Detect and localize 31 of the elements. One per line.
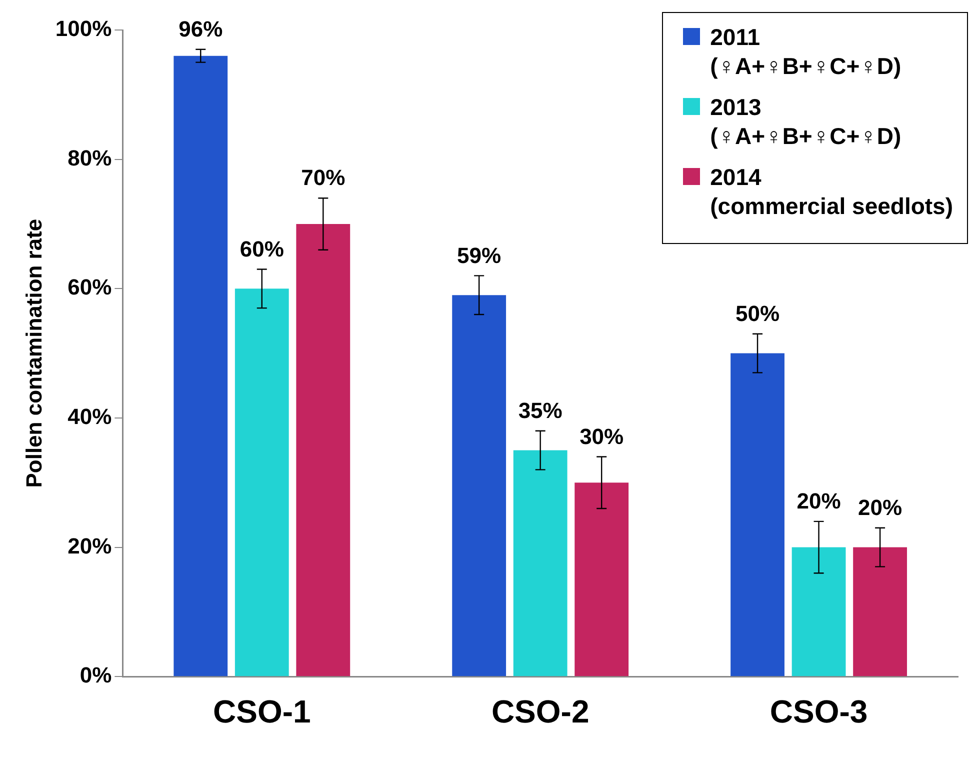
text: 30% bbox=[580, 424, 624, 449]
y-tick-label: 40% bbox=[68, 404, 112, 430]
bar bbox=[234, 288, 289, 676]
x-tick-label: CSO-3 bbox=[770, 694, 868, 730]
text: 96% bbox=[178, 16, 223, 42]
y-tick-label: 100% bbox=[55, 16, 112, 42]
x-tick-label: CSO-2 bbox=[491, 694, 590, 730]
bar bbox=[574, 482, 629, 676]
text: 35% bbox=[518, 398, 562, 423]
legend-label: 2013 (♀A+♀B+♀C+♀D) bbox=[710, 93, 902, 151]
text: 70% bbox=[301, 165, 346, 190]
legend-label: 2014 (commercial seedlots) bbox=[710, 163, 953, 221]
text: 20% bbox=[858, 494, 902, 520]
bar bbox=[452, 295, 506, 676]
text: 20% bbox=[796, 488, 841, 514]
y-tick-label: 0% bbox=[80, 662, 112, 688]
bar bbox=[730, 353, 784, 676]
bar bbox=[853, 547, 907, 676]
y-tick-label: 20% bbox=[68, 533, 112, 558]
bar bbox=[513, 450, 568, 676]
bar bbox=[174, 56, 228, 676]
bar bbox=[296, 224, 350, 676]
text: 50% bbox=[735, 300, 780, 326]
text: 60% bbox=[240, 236, 284, 262]
y-tick-label: 60% bbox=[68, 274, 112, 300]
y-tick-label: 80% bbox=[68, 145, 112, 170]
bar bbox=[792, 547, 846, 676]
x-tick-label: CSO-1 bbox=[212, 694, 311, 730]
y-axis-title: Pollen contamination rate bbox=[21, 218, 46, 488]
legend-label: 2011 (♀A+♀B+♀C+♀D) bbox=[710, 23, 902, 81]
text: 59% bbox=[457, 242, 502, 268]
